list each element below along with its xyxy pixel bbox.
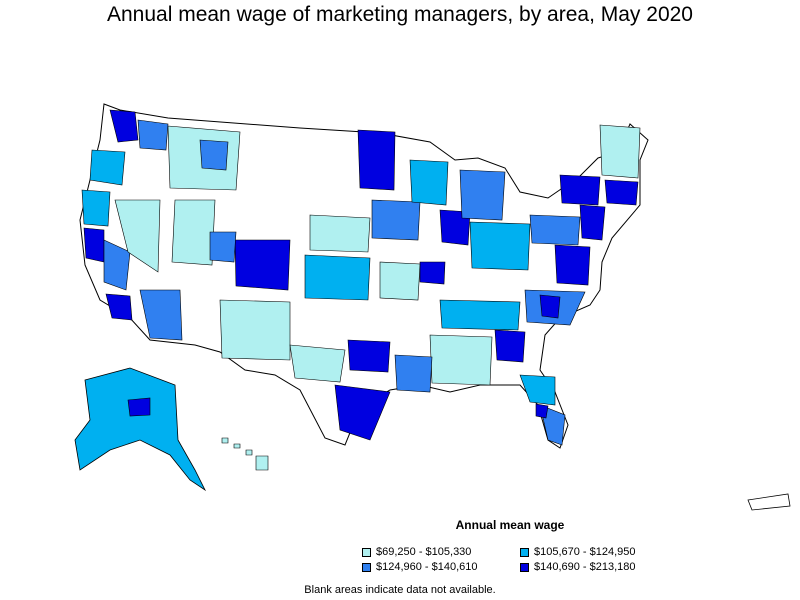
region-tx-west — [289, 344, 346, 383]
region-st-louis — [419, 261, 446, 285]
region-ca-north — [81, 189, 111, 227]
region-ca-central — [103, 239, 131, 291]
region-arizona — [139, 289, 183, 341]
legend-label-4: $140,690 - $213,180 — [534, 561, 636, 573]
alaska — [74, 367, 207, 492]
region-seattle — [109, 109, 139, 143]
region-oregon — [89, 149, 126, 186]
legend-swatch-1 — [362, 548, 371, 557]
region-upstate-ny — [559, 174, 601, 206]
region-michigan — [459, 169, 506, 221]
legend-item-2: $105,670 - $124,950 — [520, 546, 636, 559]
region-nebraska — [309, 214, 371, 253]
alaska-anchorage — [127, 397, 151, 417]
region-ohio-indiana — [469, 221, 531, 271]
region-la — [105, 293, 133, 321]
region-chicago — [439, 209, 471, 246]
region-dc-va — [554, 244, 591, 286]
region-boston — [604, 179, 639, 206]
legend-swatch-2 — [520, 548, 529, 557]
footnote: Blank areas indicate data not available. — [304, 584, 496, 596]
legend-label-3: $124,960 - $140,610 — [376, 561, 478, 573]
region-dallas — [347, 339, 391, 373]
legend-title: Annual mean wage — [455, 518, 565, 532]
region-co-west — [209, 231, 237, 263]
region-new-mexico — [219, 299, 291, 361]
region-utah — [171, 199, 216, 266]
legend-swatch-4 — [520, 563, 529, 572]
region-charlotte — [539, 294, 561, 319]
region-wisconsin — [409, 159, 449, 206]
region-tampa — [535, 403, 549, 419]
region-atlanta — [494, 329, 526, 363]
region-louisiana — [394, 354, 433, 393]
region-florida-north — [519, 374, 556, 406]
region-kansas — [304, 254, 371, 301]
legend-item-3: $124,960 - $140,610 — [362, 561, 478, 574]
region-tennessee — [439, 299, 521, 331]
wage-regions — [81, 109, 641, 446]
region-wa-east — [137, 119, 169, 151]
region-iowa — [371, 199, 421, 241]
region-houston — [334, 384, 391, 441]
region-nyc — [579, 204, 606, 241]
region-missouri — [379, 261, 421, 301]
hawaii — [221, 437, 269, 471]
region-pennsylvania — [529, 214, 581, 246]
region-alabama-ms — [429, 334, 493, 386]
legend-swatch-3 — [362, 563, 371, 572]
legend-item-4: $140,690 - $213,180 — [520, 561, 636, 574]
region-denver — [234, 239, 291, 291]
region-minneapolis — [357, 129, 396, 191]
map-title: Annual mean wage of marketing managers, … — [106, 3, 693, 26]
region-sf-bay — [83, 227, 105, 263]
legend-label-1: $69,250 - $105,330 — [376, 546, 472, 558]
legend-item-1: $69,250 - $105,330 — [362, 546, 471, 559]
region-mt-west — [199, 139, 229, 171]
region-nevada — [114, 199, 161, 273]
legend-label-2: $105,670 - $124,950 — [534, 546, 636, 558]
puerto-rico — [747, 493, 791, 511]
region-maine-vt — [599, 124, 641, 179]
